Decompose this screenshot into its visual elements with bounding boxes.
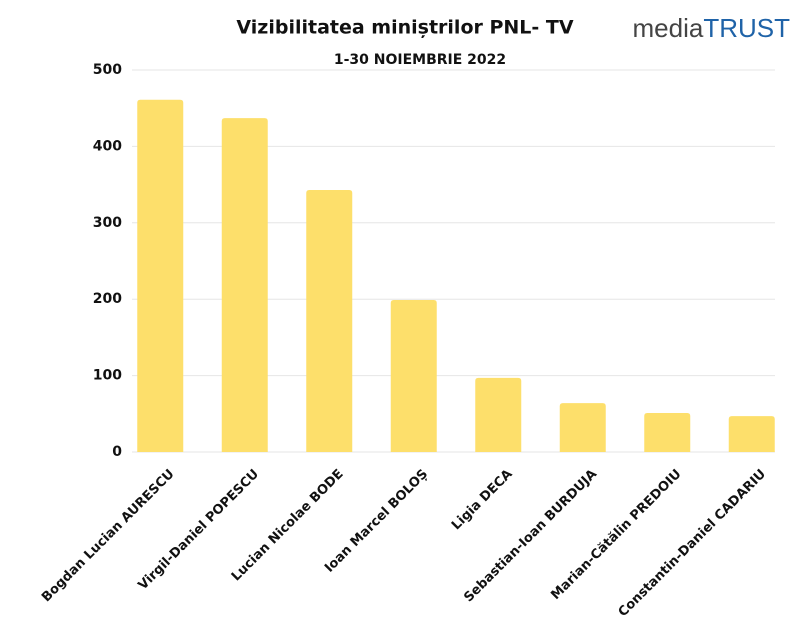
- bar: [306, 189, 353, 452]
- chart-title: Vizibilitatea miniștrilor PNL- TV: [236, 17, 573, 39]
- y-tick-label: 400: [93, 138, 122, 154]
- bar: [137, 99, 184, 453]
- y-tick-label: 0: [112, 444, 122, 460]
- x-tick-label: Constantin-Daniel CADARIU: [616, 467, 769, 620]
- y-tick-label: 300: [93, 215, 122, 231]
- bar: [644, 413, 691, 452]
- x-tick-label: Bogdan Lucian AURESCU: [39, 467, 177, 605]
- x-tick-label: Sebastian-Ioan BURDUJA: [461, 467, 600, 606]
- logo-part: TRUST: [703, 13, 790, 43]
- y-tick-label: 200: [93, 291, 122, 307]
- x-tick-label: Ligia DECA: [449, 467, 516, 534]
- bar: [221, 118, 268, 452]
- logo-part: media: [633, 13, 704, 43]
- bar: [475, 377, 522, 452]
- y-tick-label: 500: [93, 62, 122, 78]
- chart-subtitle: 1-30 NOIEMBRIE 2022: [334, 52, 506, 68]
- bar: [390, 299, 437, 452]
- bar: [559, 403, 606, 452]
- logo: mediaTRUST: [633, 13, 791, 43]
- bar: [728, 416, 775, 452]
- y-tick-label: 100: [93, 368, 122, 384]
